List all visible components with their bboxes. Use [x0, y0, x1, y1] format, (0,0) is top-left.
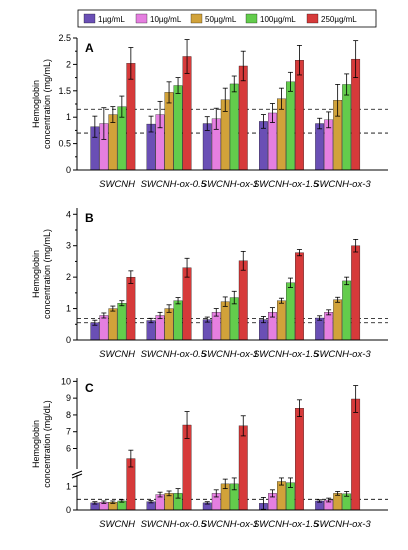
bar	[146, 320, 156, 341]
legend-swatch	[135, 13, 148, 24]
y-tick-label: 10	[61, 376, 71, 386]
y-tick-label: 1	[66, 304, 71, 314]
legend-box	[77, 9, 377, 28]
category-label: SWCNH	[99, 179, 135, 190]
y-tick-label: 8	[66, 410, 71, 420]
y-axis-label: Hemoglobinconcentration (mg/dL)	[31, 400, 52, 488]
bar	[173, 300, 183, 341]
bar	[342, 84, 352, 171]
bar	[182, 267, 192, 341]
axis-break-mark	[71, 473, 83, 479]
bar	[351, 245, 361, 341]
category-label: SWCNH-ox-1	[201, 179, 259, 190]
category-label: SWCNH-ox-1	[201, 519, 259, 530]
y-tick-label: 4	[66, 209, 71, 219]
y-tick-label: 1.5	[58, 86, 71, 96]
y-tick-label: 1	[66, 481, 71, 491]
category-label: SWCNH-ox-3	[313, 179, 371, 190]
panel-letter: B	[85, 211, 94, 225]
y-tick-label: 0	[66, 335, 71, 345]
category-label: SWCNH-ox-0.5	[141, 349, 207, 360]
category-label: SWCNH	[99, 349, 135, 360]
bar	[164, 308, 174, 341]
bar	[155, 315, 165, 341]
y-tick-label: 1	[66, 112, 71, 122]
y-tick-label: 0	[66, 165, 71, 175]
panel-letter: C	[85, 381, 94, 395]
bar	[126, 276, 136, 341]
legend-label: 50µg/mL	[205, 15, 237, 24]
bar	[315, 317, 325, 341]
category-label: SWCNH	[99, 519, 135, 530]
legend-swatch	[306, 13, 319, 24]
category-label: SWCNH-ox-3	[313, 349, 371, 360]
category-label: SWCNH-ox-1	[201, 349, 259, 360]
y-tick-label: 3	[66, 241, 71, 251]
bar	[286, 282, 295, 341]
category-label: SWCNH-ox-1.5	[253, 519, 319, 530]
legend-label: 1µg/mL	[98, 15, 125, 24]
legend-swatch	[83, 13, 96, 24]
y-tick-label: 2.5	[58, 33, 71, 43]
bar	[173, 85, 183, 171]
category-label: SWCNH-ox-1.5	[253, 179, 319, 190]
bar	[108, 308, 118, 341]
bar	[333, 493, 343, 511]
bar	[202, 319, 212, 341]
y-tick-label: 7	[66, 427, 71, 437]
y-tick-label: 0.5	[58, 139, 71, 149]
y-axis-label: Hemoglobinconcentration (mg/mL)	[31, 229, 52, 319]
bar	[277, 481, 286, 511]
bar	[99, 315, 109, 341]
bar	[229, 83, 239, 171]
legend-swatch	[245, 13, 258, 24]
legend-swatch	[190, 13, 203, 24]
bar	[259, 121, 268, 171]
legend: 1µg/mL 10µg/mL 50µg/mL 100µg/mL 250µg/mL	[77, 9, 377, 28]
category-label: SWCNH-ox-3	[313, 519, 371, 530]
bar	[220, 301, 230, 341]
panel-letter: A	[85, 41, 94, 55]
bar	[324, 312, 334, 341]
legend-label: 10µg/mL	[150, 15, 182, 24]
bar	[342, 280, 352, 341]
bar	[333, 299, 343, 341]
category-label: SWCNH-ox-0.5	[141, 179, 207, 190]
y-axis-label: Hemoglobinconcentration (mg/mL)	[31, 59, 52, 149]
category-label: SWCNH-ox-0.5	[141, 519, 207, 530]
bar	[295, 60, 304, 171]
bar	[164, 92, 174, 171]
bar	[295, 408, 304, 511]
bar	[277, 300, 286, 341]
bar	[315, 123, 325, 171]
y-tick-label: 9	[66, 393, 71, 403]
axis-break-mark	[71, 470, 83, 476]
bar	[117, 303, 127, 341]
bar	[238, 260, 248, 341]
legend-label: 250µg/mL	[321, 15, 357, 24]
bar	[238, 65, 248, 171]
category-label: SWCNH-ox-1.5	[253, 349, 319, 360]
y-tick-label: 2	[66, 272, 71, 282]
y-tick-label: 6	[66, 444, 71, 454]
y-tick-label: 0	[66, 505, 71, 515]
bar	[286, 81, 295, 171]
legend-label: 100µg/mL	[260, 15, 296, 24]
bar	[238, 425, 248, 511]
y-tick-label: 2	[66, 59, 71, 69]
bar	[351, 398, 361, 511]
bar	[295, 252, 304, 341]
